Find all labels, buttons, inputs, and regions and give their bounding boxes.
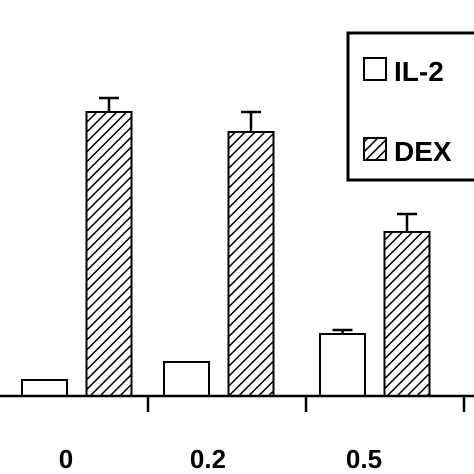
bar-dex [383,231,431,397]
legend-swatch-dex [363,137,387,161]
bar-dex [85,111,133,397]
x-axis [0,394,474,412]
error-bars-layer [99,96,417,334]
bar-il-2 [319,333,366,397]
legend-label-dex: DEX [394,136,452,167]
bars-layer [21,111,431,397]
x-tick-label: 0.5 [346,444,382,474]
x-tick-label: 0 [59,444,73,474]
legend: IL-2 DEX [346,31,474,182]
x-tick-labels: 0 0.2 0.5 [59,444,382,474]
x-tick-label: 0.2 [190,444,226,474]
bar-il-2 [163,361,210,397]
legend-label-il-2: IL-2 [394,56,444,87]
error-bar-dex [99,96,119,112]
legend-swatch-il-2 [363,57,387,81]
bar-dex [227,131,275,397]
error-bar-il-2 [332,328,353,334]
bar-il-2 [21,379,68,397]
error-bar-dex [397,212,417,232]
error-bar-dex [241,110,261,132]
